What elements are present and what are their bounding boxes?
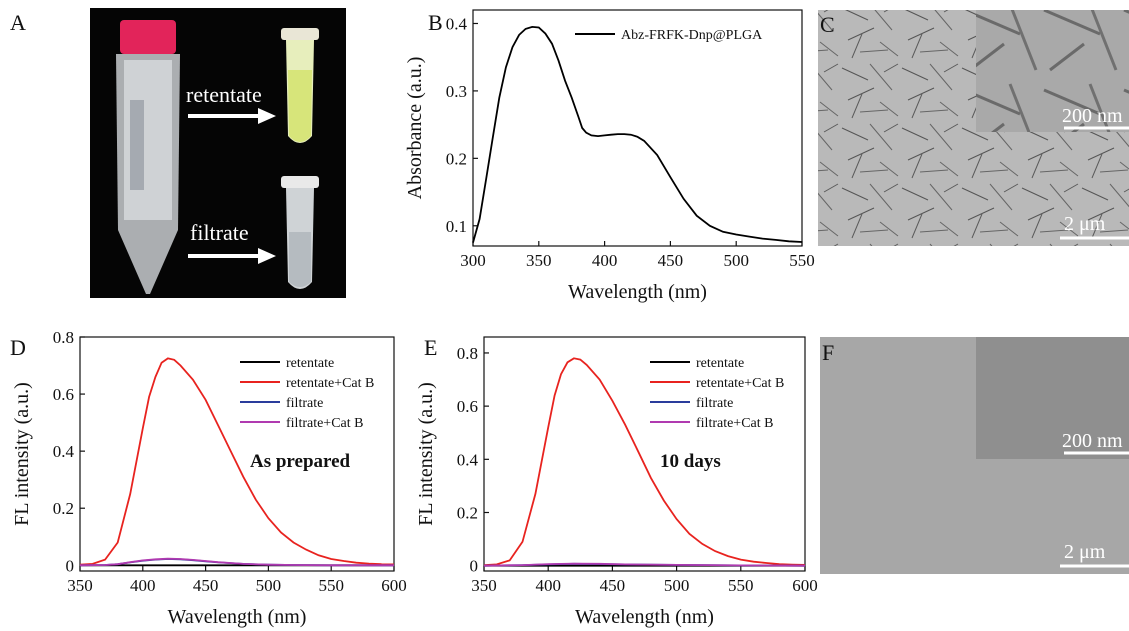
plot-frame bbox=[79, 336, 395, 572]
y-tick-label: 0.6 bbox=[457, 397, 478, 416]
panel-a: A retentate filtrate bbox=[10, 8, 346, 298]
x-tick-label: 400 bbox=[535, 576, 561, 595]
x-tick-label: 550 bbox=[318, 576, 344, 595]
panel-letter-f: F bbox=[822, 340, 834, 365]
panel-letter-d: D bbox=[10, 335, 26, 360]
legend-label-3: filtrate+Cat B bbox=[696, 416, 774, 431]
x-tick-label: 550 bbox=[789, 251, 815, 270]
filtrate-arrow bbox=[188, 248, 276, 264]
filtrate-label: filtrate bbox=[190, 220, 249, 245]
plot-frame bbox=[472, 9, 803, 247]
x-tick-label: 350 bbox=[67, 576, 93, 595]
x-tick-label: 450 bbox=[600, 576, 626, 595]
panel-letter-e: E bbox=[424, 335, 437, 360]
x-tick-label: 350 bbox=[526, 251, 552, 270]
retentate-arrow bbox=[188, 108, 276, 124]
panel-letter-c: C bbox=[820, 12, 835, 37]
legend-label-0: Abz-FRFK-Dnp@PLGA bbox=[621, 28, 763, 43]
plot-frame bbox=[483, 336, 806, 572]
x-axis-title: Wavelength (nm) bbox=[168, 606, 307, 628]
y-tick-label: 0 bbox=[66, 556, 75, 575]
series-line-1 bbox=[483, 357, 806, 566]
charts: 300 350 400 450 500 550 0.1 0.2 0.3 0.4 Wavelength… bbox=[11, 9, 818, 628]
x-axis-title: Wavelength (nm) bbox=[568, 281, 707, 303]
legend-label-2: filtrate bbox=[286, 396, 323, 411]
x-tick-label: 550 bbox=[728, 576, 754, 595]
main-scale-label-f: 2 μm bbox=[1064, 541, 1106, 563]
legend-label-0: retentate bbox=[696, 356, 744, 371]
x-axis-title: Wavelength (nm) bbox=[575, 606, 714, 628]
chart-b: 300 350 400 450 500 550 0.1 0.2 0.3 0.4 Wavelength… bbox=[404, 9, 815, 303]
legend-label-0: retentate bbox=[286, 356, 334, 371]
retentate-label: retentate bbox=[186, 82, 262, 107]
y-axis-title: FL intensity (a.u.) bbox=[11, 382, 33, 526]
panel-letter-b: B bbox=[428, 10, 443, 35]
x-tick-label: 300 bbox=[460, 251, 486, 270]
y-tick-label: 0.4 bbox=[53, 442, 75, 461]
legend-label-1: retentate+Cat B bbox=[696, 376, 784, 391]
panel-letter-a: A bbox=[10, 10, 26, 35]
legend-label-1: retentate+Cat B bbox=[286, 376, 374, 391]
main-scale-label-c: 2 μm bbox=[1064, 213, 1106, 235]
panel-f: F 200 nm 2 μm bbox=[820, 337, 1129, 574]
y-tick-label: 0.1 bbox=[446, 217, 467, 236]
legend-label-2: filtrate bbox=[696, 396, 733, 411]
y-tick-label: 0.4 bbox=[457, 450, 479, 469]
tube-retentate bbox=[281, 28, 319, 143]
x-tick-label: 400 bbox=[592, 251, 618, 270]
x-tick-label: 500 bbox=[664, 576, 690, 595]
chart-e: 350 400 450 500 550 600 0 0.2 0.4 0.6 0.8 Wavelengt… bbox=[415, 336, 818, 628]
series-line-0 bbox=[472, 25, 803, 243]
y-axis-title: Absorbance (a.u.) bbox=[404, 57, 426, 200]
tem-inset-c bbox=[976, 10, 1129, 132]
y-axis-title: FL intensity (a.u.) bbox=[415, 382, 437, 526]
chart-d: 350 400 450 500 550 600 0 0.2 0.4 0.6 0.8 Wavelengt… bbox=[11, 328, 407, 628]
x-tick-label: 350 bbox=[471, 576, 497, 595]
x-tick-label: 450 bbox=[193, 576, 219, 595]
y-tick-label: 0 bbox=[470, 557, 479, 576]
y-tick-label: 0.2 bbox=[53, 499, 74, 518]
y-tick-label: 0.4 bbox=[446, 14, 468, 33]
x-tick-label: 450 bbox=[658, 251, 684, 270]
legend-label-3: filtrate+Cat B bbox=[286, 416, 364, 431]
x-tick-label: 500 bbox=[723, 251, 749, 270]
y-tick-label: 0.6 bbox=[53, 385, 74, 404]
series-line-3 bbox=[79, 557, 394, 567]
tube-filtrate bbox=[281, 176, 319, 289]
y-tick-label: 0.3 bbox=[446, 82, 467, 101]
y-tick-label: 0.2 bbox=[446, 149, 467, 168]
panel-c: C 200 nm 2 μm bbox=[818, 10, 1129, 246]
sem-inset-f bbox=[976, 337, 1129, 459]
x-tick-label: 500 bbox=[256, 576, 282, 595]
annotation-e: 10 days bbox=[660, 451, 721, 472]
y-tick-label: 0.8 bbox=[457, 344, 478, 363]
series-line-1 bbox=[79, 357, 395, 566]
y-tick-label: 0.2 bbox=[457, 504, 478, 523]
x-tick-label: 400 bbox=[130, 576, 156, 595]
inset-scale-label-c: 200 nm bbox=[1062, 105, 1123, 127]
x-tick-label: 600 bbox=[381, 576, 407, 595]
annotation-d: As prepared bbox=[250, 451, 351, 472]
series-line-3 bbox=[483, 562, 806, 567]
x-tick-label: 600 bbox=[792, 576, 818, 595]
y-tick-label: 0.8 bbox=[53, 328, 74, 347]
tube-large bbox=[116, 20, 180, 294]
inset-scale-label-f: 200 nm bbox=[1062, 430, 1123, 452]
